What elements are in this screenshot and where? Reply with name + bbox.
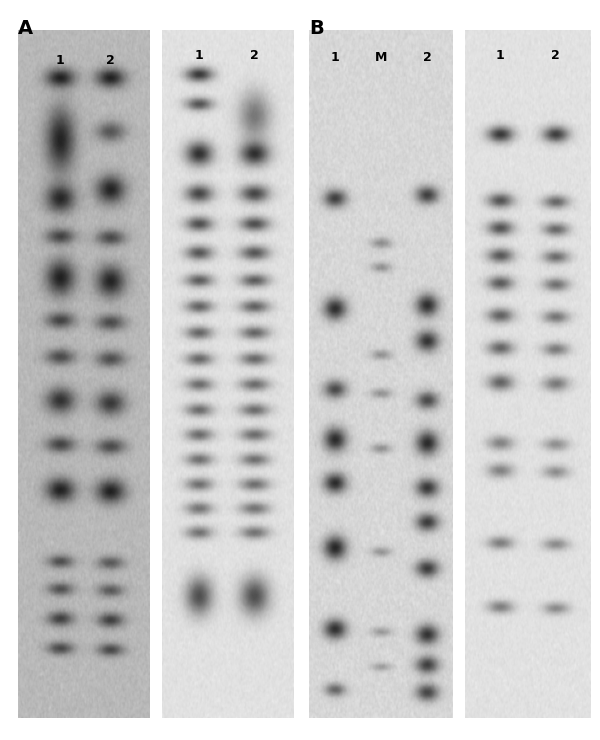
Text: 1: 1 [56, 54, 65, 67]
Text: 2: 2 [106, 54, 115, 67]
Text: 1: 1 [194, 50, 203, 62]
Text: A: A [18, 18, 33, 38]
Text: 1: 1 [496, 50, 505, 62]
Text: 1: 1 [331, 50, 339, 64]
Text: 2: 2 [423, 50, 431, 64]
Text: M: M [375, 50, 387, 64]
Text: B: B [309, 18, 324, 38]
Text: 2: 2 [250, 50, 259, 62]
Text: 2: 2 [551, 50, 560, 62]
